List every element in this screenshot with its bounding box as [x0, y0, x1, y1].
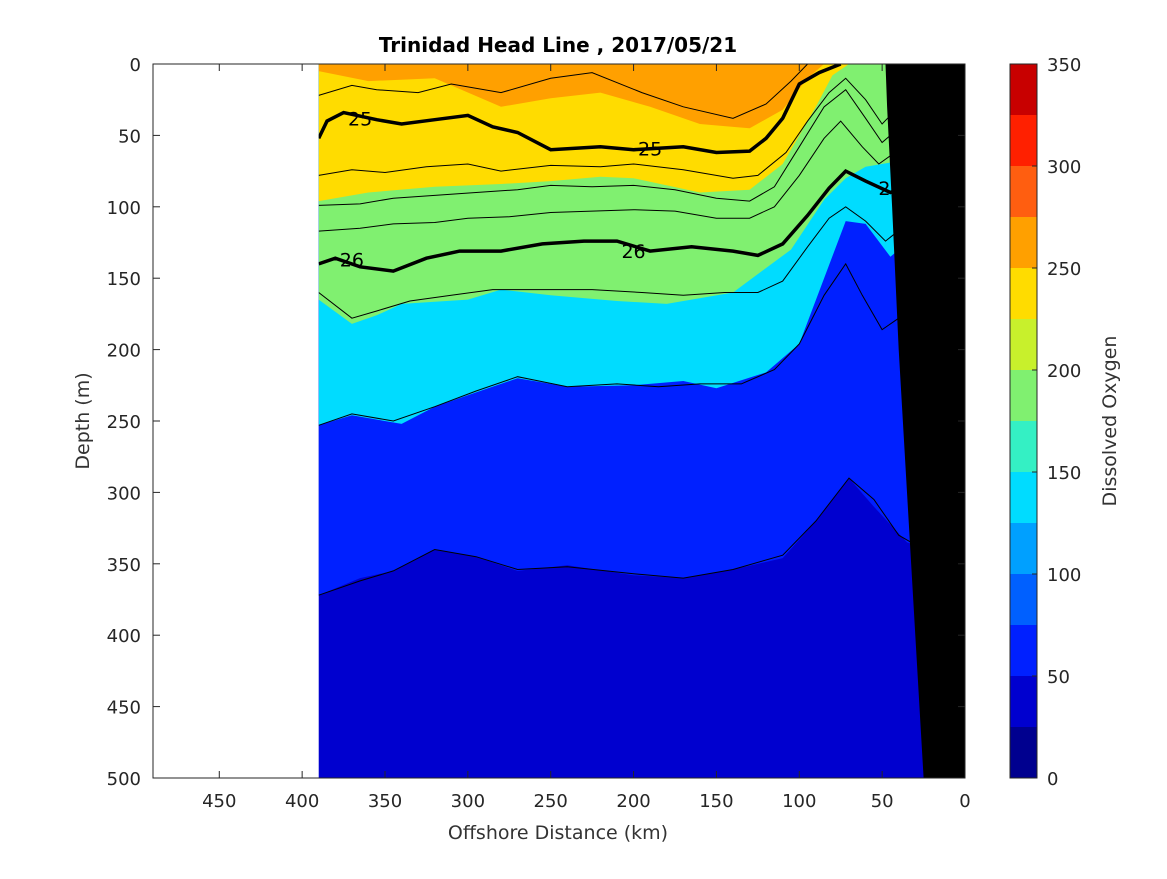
density-contour-26: [318, 127, 954, 273]
contour-label: 25: [348, 108, 372, 130]
sigma-contour-line: [318, 75, 946, 206]
sigma-contours: [318, 64, 949, 596]
contour-label: 26: [340, 250, 364, 272]
x-tick-label: 350: [368, 791, 402, 812]
y-axis: 0 50 100 150 200 250 300 350 400 450 500: [107, 55, 965, 790]
colorbar-swatch: [1010, 166, 1037, 217]
y-tick-label: 250: [107, 412, 141, 433]
colorbar-tick-label: 200: [1047, 361, 1081, 382]
colorbar-swatch: [1010, 115, 1037, 166]
colorbar-swatch: [1010, 268, 1037, 319]
y-axis-label: Depth (m): [72, 372, 94, 469]
x-tick-label: 200: [616, 791, 650, 812]
contour-label: 25: [638, 138, 662, 160]
colorbar: 0 50 100 150 200 250 300 350: [1009, 55, 1081, 790]
colorbar-swatch: [1010, 574, 1037, 625]
colorbar-tick-label: 0: [1047, 769, 1058, 790]
x-axis: 450 400 350 300 250 200 150 100 50 0: [202, 64, 971, 812]
x-axis-label: Offshore Distance (km): [448, 822, 668, 844]
sigma-contour-line: [318, 262, 924, 426]
y-tick-label: 450: [107, 698, 141, 719]
colorbar-swatch: [1010, 64, 1037, 115]
colorbar-tick-label: 250: [1047, 259, 1081, 280]
density-contours: [318, 64, 954, 273]
x-tick-label: 300: [451, 791, 485, 812]
y-tick-label: 300: [107, 483, 141, 504]
x-tick-label: 250: [534, 791, 568, 812]
colorbar-swatch: [1010, 472, 1037, 523]
colorbar-tick-label: 300: [1047, 157, 1081, 178]
colorbar-swatch: [1010, 421, 1037, 472]
colorbar-tick-label: 350: [1047, 55, 1081, 76]
colorbar-swatch: [1010, 523, 1037, 574]
oxygen-band-250: [318, 64, 825, 129]
colorbar-tick-label: 100: [1047, 565, 1081, 586]
colorbar-tick-label: 150: [1047, 463, 1081, 484]
x-tick-label: 100: [782, 791, 816, 812]
y-tick-label: 400: [107, 626, 141, 647]
y-tick-label: 150: [107, 269, 141, 290]
contour-label: 26: [621, 241, 645, 263]
seafloor: [885, 64, 965, 778]
x-tick-label: 450: [202, 791, 236, 812]
colorbar-tick-label: 50: [1047, 667, 1070, 688]
x-tick-label: 400: [285, 791, 319, 812]
colorbar-frame: [1009, 63, 1038, 779]
y-tick-label: 0: [130, 55, 141, 76]
y-tick-label: 100: [107, 198, 141, 219]
x-tick-label: 150: [699, 791, 733, 812]
y-tick-label: 50: [118, 126, 141, 147]
sigma-contour-line: [318, 64, 808, 119]
colorbar-label: Dissolved Oxygen: [1099, 336, 1121, 507]
x-tick-label: 50: [871, 791, 894, 812]
sigma-contour-line: [318, 477, 924, 596]
colorbar-swatch: [1010, 727, 1037, 778]
chart-title: Trinidad Head Line , 2017/05/21: [379, 33, 737, 57]
sigma-contour-line: [318, 92, 949, 232]
sigma-contour-line: [318, 64, 933, 179]
sigma-contour-line: [318, 200, 949, 319]
density-contour-25: [318, 64, 842, 155]
colorbar-swatch: [1010, 676, 1037, 727]
y-tick-label: 350: [107, 555, 141, 576]
oxygen-fill: [318, 64, 965, 778]
colorbar-swatch: [1010, 625, 1037, 676]
colorbar-swatch: [1010, 217, 1037, 268]
x-tick-label: 0: [959, 791, 970, 812]
y-tick-label: 200: [107, 341, 141, 362]
colorbar-swatch: [1010, 370, 1037, 421]
y-tick-label: 500: [107, 769, 141, 790]
colorbar-swatch: [1010, 319, 1037, 370]
